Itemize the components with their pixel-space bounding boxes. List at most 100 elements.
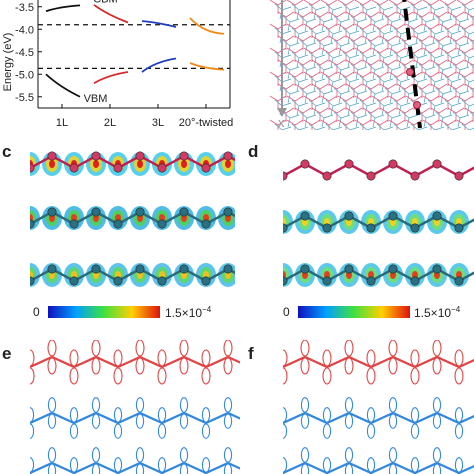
e-bot-orbital-lobe [135, 447, 145, 463]
f-mid-orbital-lobe [366, 423, 376, 439]
lattice-bond-blue [418, 111, 436, 128]
e-top-orbital-lobe [69, 367, 79, 385]
f-top-orbital-lobe [366, 349, 376, 367]
lattice-bond-pink [286, 119, 304, 130]
e-mid-orbital-lobe [201, 423, 211, 439]
lattice-bond-blue [350, 39, 368, 56]
lattice-bond-blue [418, 15, 436, 32]
c-top-atom [157, 163, 167, 173]
f-mid-bonds [283, 411, 474, 425]
d-bot-atom [322, 276, 332, 286]
lattice-bond-blue [427, 3, 445, 20]
e-orbitals [30, 340, 240, 474]
c-top-atom [113, 163, 123, 173]
panel-label-f: f [248, 344, 254, 363]
d-top-atom [344, 159, 354, 169]
lattice-bond-blue [333, 39, 351, 56]
lattice-bond-blue [359, 51, 377, 68]
lattice-bond-blue [393, 99, 411, 116]
c-top-layer [30, 151, 235, 176]
e-bot-orbital-lobe [69, 457, 79, 473]
lattice-bond-blue [316, 63, 334, 80]
f-bot-orbital-lobe [344, 463, 354, 474]
e-top-orbital-lobe [201, 349, 211, 367]
d-mid-atom [283, 223, 288, 233]
lattice-bond-blue [333, 63, 351, 80]
e-mid-orbital-lobe [179, 413, 189, 429]
lattice-bond-blue [452, 39, 470, 56]
e-top-orbital-lobe [91, 357, 101, 375]
e-top-orbital-lobe [157, 367, 167, 385]
f-top-orbital-lobe [454, 367, 464, 385]
e-top-orbital-lobe [30, 367, 35, 385]
e-top-orbital-lobe [91, 340, 101, 357]
e-top-orbital-lobe [47, 340, 57, 357]
e-bot-orbital-lobe [47, 463, 57, 474]
lattice-bond-blue [299, 111, 317, 128]
lattice-bond-blue [350, 15, 368, 32]
e-bot-orbital-lobe [179, 463, 189, 474]
e-mid-bonds [30, 411, 240, 425]
e-mid-orbital-lobe [223, 397, 233, 413]
colorbar-max-base: 1.5×10 [165, 306, 203, 320]
f-top-orbital-lobe [454, 349, 464, 367]
band-curve-vbm [45, 73, 81, 98]
c-bot-atom [47, 264, 57, 274]
lattice-bond-blue [461, 123, 474, 130]
lattice-bond-blue [461, 3, 474, 20]
d-top-atom [432, 159, 442, 169]
y-tick-label: -5.5 [15, 92, 34, 104]
c-mid-atom [179, 207, 189, 217]
lattice-bond-blue [291, 51, 309, 68]
f-top-orbital-lobe [344, 340, 354, 357]
c-top-atom [201, 163, 211, 173]
f-bot-orbital-lobe [432, 463, 442, 474]
f-bot-orbital-lobe [432, 447, 442, 463]
lattice-bond-pink [371, 119, 389, 130]
d-bot-atom [366, 276, 376, 286]
e-top-orbital-lobe [69, 349, 79, 367]
lattice-bond-blue [384, 87, 402, 104]
lattice-bond-blue [299, 39, 317, 56]
f-bot-orbital-lobe [300, 463, 310, 474]
charge-density-c [30, 151, 235, 287]
lattice-bond-blue [316, 39, 334, 56]
lattice-bond-blue [393, 51, 411, 68]
f-mid-orbital-lobe [388, 413, 398, 429]
density-contour-core [93, 160, 99, 168]
e-bot-bonds [30, 461, 240, 474]
f-top-orbital-lobe [283, 367, 288, 385]
e-top-orbital-lobe [179, 340, 189, 357]
d-bot-atom [388, 264, 398, 274]
c-top-atom [30, 163, 35, 173]
e-top-orbital-lobe [113, 367, 123, 385]
x-axis-label: x [278, 115, 285, 130]
lattice-bond-blue [384, 39, 402, 56]
lattice-bond-blue [342, 51, 360, 68]
f-top-orbital-lobe [300, 340, 310, 357]
lattice-bond-blue [410, 3, 428, 20]
lattice-bond-blue [410, 123, 428, 130]
f-top-orbital-lobe [388, 357, 398, 375]
lattice-bond-blue [299, 87, 317, 104]
lattice-bond-blue [308, 123, 326, 130]
f-mid-orbital-lobe [410, 407, 420, 423]
e-mid-orbital-lobe [157, 407, 167, 423]
d-mid-bonds [283, 214, 474, 230]
d-bot-atom [410, 276, 420, 286]
f-top-orbital-lobe [366, 367, 376, 385]
y-tick-label: -5.0 [15, 69, 34, 81]
c-middle-layer [30, 206, 235, 230]
lattice-bond-blue [393, 123, 411, 130]
d-top-atom [322, 171, 332, 181]
c-mid-atom [113, 219, 123, 229]
lattice-bond-blue [469, 111, 474, 116]
lattice-bond-blue [350, 87, 368, 104]
e-mid-orbital-lobe [47, 397, 57, 413]
c-mid-atom [157, 219, 167, 229]
lattice-bond-blue [325, 27, 343, 44]
lattice-bond-blue [384, 111, 402, 128]
e-top-orbital-lobe [223, 340, 233, 357]
e-mid-orbital-lobe [157, 423, 167, 439]
e-top-orbital-lobe [223, 357, 233, 375]
